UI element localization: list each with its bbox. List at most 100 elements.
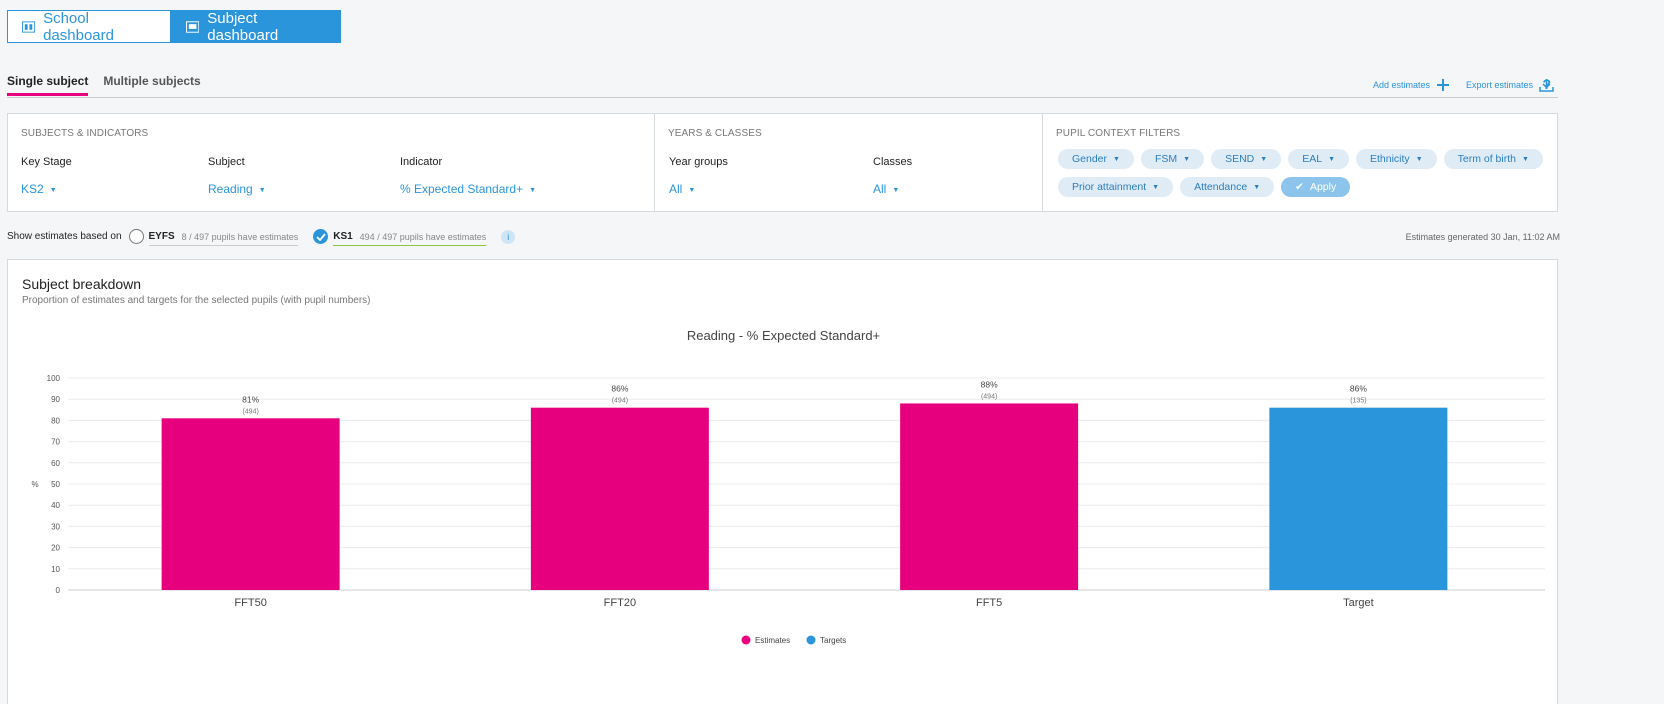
eyfs-underline (148, 245, 299, 246)
term-of-birth-filter-chip[interactable]: Term of birth ▼ (1443, 149, 1543, 169)
tab-multiple-subjects[interactable]: Multiple subjects (103, 74, 201, 88)
gender-filter-chip[interactable]: Gender ▼ (1058, 149, 1134, 169)
key-stage-label: Key Stage (21, 156, 72, 168)
bar-count-label: (494) (242, 408, 258, 415)
legend-marker (806, 635, 816, 645)
key-stage-value: KS2 (21, 182, 44, 196)
bar-target (1269, 407, 1448, 590)
x-tick-label: FFT5 (976, 597, 1002, 609)
filter-panel: SUBJECTS & INDICATORS Key Stage KS2 ▼ Sub… (7, 113, 1558, 212)
y-tick-label: 50 (51, 480, 60, 489)
pupil-context-section: PUPIL CONTEXT FILTERS Gender ▼ FSM ▼ SEND ▼… (1042, 114, 1557, 211)
chip-label: Prior attainment (1072, 181, 1147, 193)
chip-label: Attendance (1194, 181, 1248, 193)
estimates-generated-text: Estimates generated 30 Jan, 11:02 AM (1405, 232, 1560, 242)
section-title: SUBJECTS & INDICATORS (21, 128, 149, 139)
bar-fft50 (161, 418, 340, 590)
bar-value-label: 86% (611, 384, 628, 394)
y-tick-label: 0 (56, 586, 61, 595)
estimate-actions: Add estimates Export estimates (1373, 78, 1554, 92)
y-axis-label: % (31, 480, 38, 489)
download-icon (1539, 79, 1554, 92)
eyfs-name: EYFS (148, 231, 175, 242)
caret-down-icon: ▼ (688, 187, 696, 194)
year-groups-value: All (669, 182, 683, 196)
classes-select[interactable]: All ▼ (873, 182, 912, 196)
years-classes-section: YEARS & CLASSES Year groups All ▼ Classes… (654, 114, 1042, 211)
caret-down-icon: ▼ (1521, 156, 1529, 163)
y-tick-label: 90 (51, 395, 60, 404)
bar-fft5 (900, 403, 1079, 590)
subject-dashboard-button[interactable]: Subject dashboard (171, 10, 341, 44)
indicator-filter: Indicator % Expected Standard+ ▼ (400, 156, 536, 196)
legend-label: Targets (820, 636, 846, 645)
classes-filter: Classes All ▼ (873, 156, 912, 196)
breakdown-title: Subject breakdown (22, 276, 142, 292)
y-tick-label: 60 (51, 459, 60, 468)
caret-down-icon: ▼ (1253, 184, 1261, 191)
dashboard-switch: School dashboard Subject dashboard (7, 9, 341, 44)
eyfs-pupil-count: 8 / 497 pupils have estimates (181, 231, 299, 242)
ks1-radio[interactable] (313, 229, 329, 244)
send-filter-chip[interactable]: SEND ▼ (1211, 149, 1282, 169)
year-groups-filter: Year groups All ▼ (669, 156, 728, 196)
apply-button[interactable]: ✔ Apply (1281, 177, 1351, 197)
info-icon[interactable]: i (501, 229, 516, 244)
fsm-filter-chip[interactable]: FSM ▼ (1140, 149, 1205, 169)
ks1-pupil-count: 494 / 497 pupils have estimates (359, 231, 487, 242)
section-title: PUPIL CONTEXT FILTERS (1056, 128, 1181, 139)
dashboard-icon (22, 20, 36, 33)
indicator-value: % Expected Standard+ (400, 182, 524, 196)
bar-count-label: (494) (981, 393, 997, 400)
eal-filter-chip[interactable]: EAL ▼ (1288, 149, 1349, 169)
ks1-name: KS1 (333, 231, 353, 242)
eyfs-radio[interactable] (128, 229, 144, 244)
y-tick-label: 10 (51, 565, 60, 574)
indicator-label: Indicator (400, 156, 443, 168)
chip-label: SEND (1225, 153, 1255, 165)
chart-title: Reading - % Expected Standard+ (686, 328, 881, 343)
bar-chart: 0 10 20 30 40 50 60 70 80 90 100% 81% (494) FFT50 86% (… (31, 374, 1545, 645)
y-tick-label: 30 (51, 522, 60, 531)
chip-label: EAL (1302, 153, 1323, 165)
year-groups-select[interactable]: All ▼ (669, 182, 728, 196)
prior-attainment-filter-chip[interactable]: Prior attainment ▼ (1058, 177, 1174, 197)
bar-fft20 (530, 407, 709, 590)
section-title: YEARS & CLASSES (668, 128, 762, 139)
caret-down-icon: ▼ (1152, 184, 1160, 191)
indicator-select[interactable]: % Expected Standard+ ▼ (400, 182, 536, 196)
caret-down-icon: ▼ (1183, 156, 1191, 163)
subject-filter: Subject Reading ▼ (208, 156, 266, 196)
export-estimates-button[interactable]: Export estimates (1466, 78, 1554, 92)
add-estimates-label: Add estimates (1372, 80, 1430, 90)
caret-down-icon: ▼ (49, 187, 57, 194)
chip-label: Ethnicity (1370, 153, 1410, 165)
add-estimates-button[interactable]: Add estimates (1373, 78, 1450, 92)
tabs-divider (7, 97, 1558, 98)
school-dashboard-button[interactable]: School dashboard (7, 9, 171, 44)
school-dashboard-label: School dashboard (43, 9, 114, 44)
caret-down-icon: ▼ (1415, 156, 1423, 163)
bar-value-label: 86% (1350, 384, 1367, 394)
chip-label: Term of birth (1457, 153, 1516, 165)
subjects-indicators-section: SUBJECTS & INDICATORS Key Stage KS2 ▼ Sub… (8, 114, 654, 211)
apply-label: Apply (1309, 181, 1337, 193)
plus-icon (1436, 79, 1449, 91)
ks1-underline (333, 245, 487, 246)
y-tick-label: 40 (51, 501, 60, 510)
caret-down-icon: ▼ (1260, 156, 1268, 163)
x-tick-label: Target (1343, 597, 1374, 609)
eyfs-option[interactable]: EYFS 8 / 497 pupils have estimates (128, 229, 299, 246)
subject-select[interactable]: Reading ▼ (208, 182, 266, 196)
attendance-filter-chip[interactable]: Attendance ▼ (1180, 177, 1275, 197)
estimates-source-row: Show estimates based on EYFS 8 / 497 pup… (7, 229, 516, 246)
ks1-option[interactable]: KS1 494 / 497 pupils have estimates (313, 229, 487, 246)
context-chips: Gender ▼ FSM ▼ SEND ▼ EAL ▼ Ethnicity ▼ Term … (1058, 149, 1548, 197)
check-icon: ✔ (1295, 181, 1304, 193)
ethnicity-filter-chip[interactable]: Ethnicity ▼ (1356, 149, 1437, 169)
tab-single-subject[interactable]: Single subject (7, 74, 89, 96)
key-stage-select[interactable]: KS2 ▼ (21, 182, 72, 196)
subject-label: Subject (208, 156, 245, 168)
help-button[interactable]: ? (1542, 76, 1551, 92)
estimates-label: Show estimates based on (7, 231, 122, 242)
